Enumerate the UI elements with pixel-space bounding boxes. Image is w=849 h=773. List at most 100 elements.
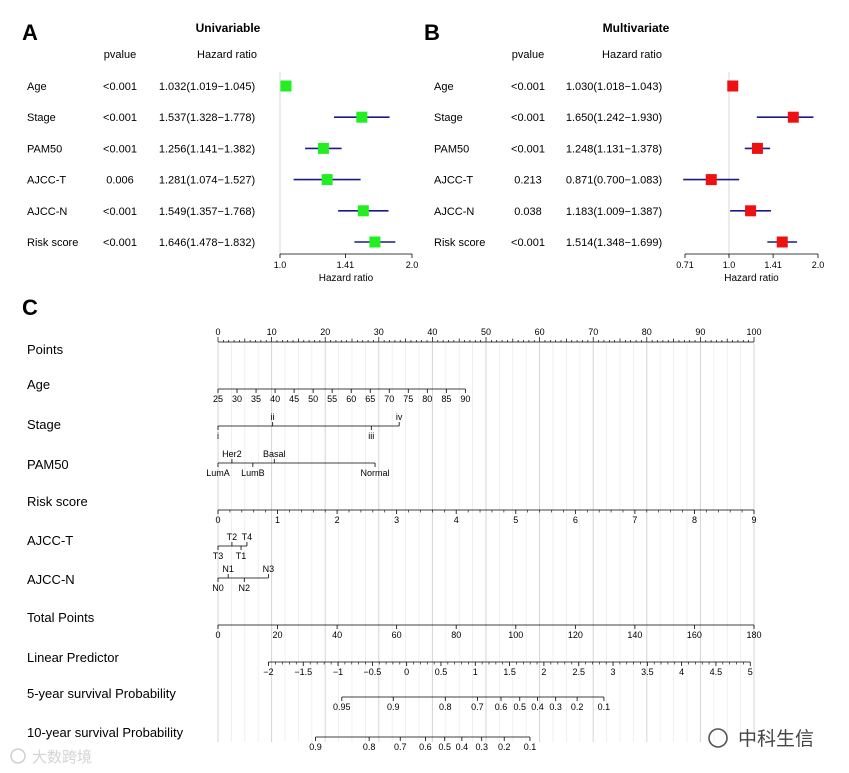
tick-label: 100 bbox=[746, 327, 761, 337]
panel-b-title: Multivariate bbox=[603, 21, 670, 35]
tick-label: 30 bbox=[374, 327, 384, 337]
panel-b-pvalue-header: pvalue bbox=[512, 49, 544, 61]
row-label: Age bbox=[27, 81, 47, 93]
tick-label: 0.7 bbox=[394, 742, 407, 752]
tick-label: 4.5 bbox=[710, 667, 723, 677]
tick-label: −0.5 bbox=[363, 667, 381, 677]
row-label: Age bbox=[434, 81, 454, 93]
category-label: Her2 bbox=[222, 449, 242, 459]
tick-label: 40 bbox=[332, 630, 342, 640]
x-tick-label: 1.41 bbox=[764, 260, 782, 270]
row-pvalue: 0.038 bbox=[514, 206, 542, 218]
tick-label: 2 bbox=[541, 667, 546, 677]
row-label: AJCC-T bbox=[27, 175, 66, 187]
row-label: Risk score bbox=[434, 237, 485, 249]
tick-label: 0.3 bbox=[475, 742, 488, 752]
x-tick-label: 1.41 bbox=[337, 260, 355, 270]
row-name: AJCC-N bbox=[27, 572, 75, 587]
tick-label: 30 bbox=[232, 394, 242, 404]
row-pvalue: <0.001 bbox=[511, 143, 545, 155]
row-name: Linear Predictor bbox=[27, 650, 119, 665]
category-label: N1 bbox=[222, 564, 234, 574]
row-label: Stage bbox=[434, 112, 463, 124]
tick-label: 3 bbox=[611, 667, 616, 677]
row-hazard-ratio: 1.281(1.074−1.527) bbox=[159, 175, 255, 187]
row-label: Risk score bbox=[27, 237, 78, 249]
row-label: AJCC-N bbox=[434, 206, 474, 218]
tick-label: 20 bbox=[320, 327, 330, 337]
row-hazard-ratio: 1.032(1.019−1.045) bbox=[159, 81, 255, 93]
row-label: Stage bbox=[27, 112, 56, 124]
tick-label: 0 bbox=[215, 515, 220, 525]
tick-label: 40 bbox=[427, 327, 437, 337]
tick-label: 20 bbox=[273, 630, 283, 640]
x-tick-label: 1.0 bbox=[723, 260, 736, 270]
hr-marker bbox=[727, 80, 739, 92]
category-label: LumB bbox=[241, 468, 265, 478]
tick-label: 1 bbox=[473, 667, 478, 677]
hr-marker bbox=[369, 236, 381, 248]
tick-label: 2 bbox=[335, 515, 340, 525]
tick-label: 0.5 bbox=[514, 702, 527, 712]
hr-marker bbox=[356, 111, 368, 123]
tick-label: 0.95 bbox=[333, 702, 351, 712]
row-name: Points bbox=[27, 342, 64, 357]
category-label: T2 bbox=[227, 532, 238, 542]
watermark-right: 中科生信 bbox=[708, 728, 814, 750]
category-label: N0 bbox=[212, 583, 224, 593]
tick-label: 0.6 bbox=[419, 742, 432, 752]
row-name: Stage bbox=[27, 417, 61, 432]
tick-label: 0.8 bbox=[439, 702, 452, 712]
category-label: N3 bbox=[263, 564, 275, 574]
tick-label: 5 bbox=[513, 515, 518, 525]
tick-label: 2.5 bbox=[572, 667, 585, 677]
row-pvalue: <0.001 bbox=[103, 237, 137, 249]
tick-label: 45 bbox=[289, 394, 299, 404]
tick-label: 40 bbox=[270, 394, 280, 404]
tick-label: 3 bbox=[394, 515, 399, 525]
tick-label: 65 bbox=[365, 394, 375, 404]
tick-label: −2 bbox=[263, 667, 273, 677]
tick-label: 100 bbox=[508, 630, 523, 640]
tick-label: 25 bbox=[213, 394, 223, 404]
category-label: iv bbox=[396, 412, 403, 422]
hr-marker bbox=[280, 80, 292, 92]
x-tick-label: 2.0 bbox=[812, 260, 825, 270]
row-hazard-ratio: 1.537(1.328−1.778) bbox=[159, 112, 255, 124]
tick-label: 70 bbox=[384, 394, 394, 404]
x-tick-label: 0.71 bbox=[676, 260, 694, 270]
tick-label: 90 bbox=[695, 327, 705, 337]
tick-label: −1.5 bbox=[294, 667, 312, 677]
watermark-right-icon bbox=[708, 728, 728, 748]
row-hazard-ratio: 1.650(1.242−1.930) bbox=[566, 112, 662, 124]
category-label: T3 bbox=[213, 551, 224, 561]
tick-label: 0.9 bbox=[309, 742, 322, 752]
row-pvalue: <0.001 bbox=[103, 112, 137, 124]
hr-marker bbox=[745, 205, 757, 217]
row-name: Risk score bbox=[27, 494, 88, 509]
tick-label: 1 bbox=[275, 515, 280, 525]
row-pvalue: <0.001 bbox=[103, 143, 137, 155]
tick-label: 0.5 bbox=[435, 667, 448, 677]
tick-label: 60 bbox=[535, 327, 545, 337]
x-axis-label: Hazard ratio bbox=[724, 273, 779, 284]
row-pvalue: <0.001 bbox=[511, 112, 545, 124]
category-label: N2 bbox=[239, 583, 251, 593]
forest-plot-multivariate: Age <0.001 1.030(1.018−1.043) Stage <0.001 1.… bbox=[434, 72, 824, 284]
hr-marker bbox=[317, 142, 329, 154]
tick-label: 1.5 bbox=[503, 667, 516, 677]
row-pvalue: <0.001 bbox=[103, 81, 137, 93]
watermark-left: 大数跨境 bbox=[10, 748, 92, 766]
row-name: 5-year survival Probability bbox=[27, 686, 176, 701]
row-name: 10-year survival Probability bbox=[27, 725, 184, 740]
panel-c-letter: C bbox=[22, 295, 38, 320]
tick-label: 0.8 bbox=[363, 742, 376, 752]
row-hazard-ratio: 1.248(1.131−1.378) bbox=[566, 143, 662, 155]
tick-label: 0.6 bbox=[495, 702, 508, 712]
row-hazard-ratio: 1.183(1.009−1.387) bbox=[566, 206, 662, 218]
x-axis-label: Hazard ratio bbox=[319, 273, 374, 284]
tick-label: 0 bbox=[215, 630, 220, 640]
tick-label: 80 bbox=[642, 327, 652, 337]
